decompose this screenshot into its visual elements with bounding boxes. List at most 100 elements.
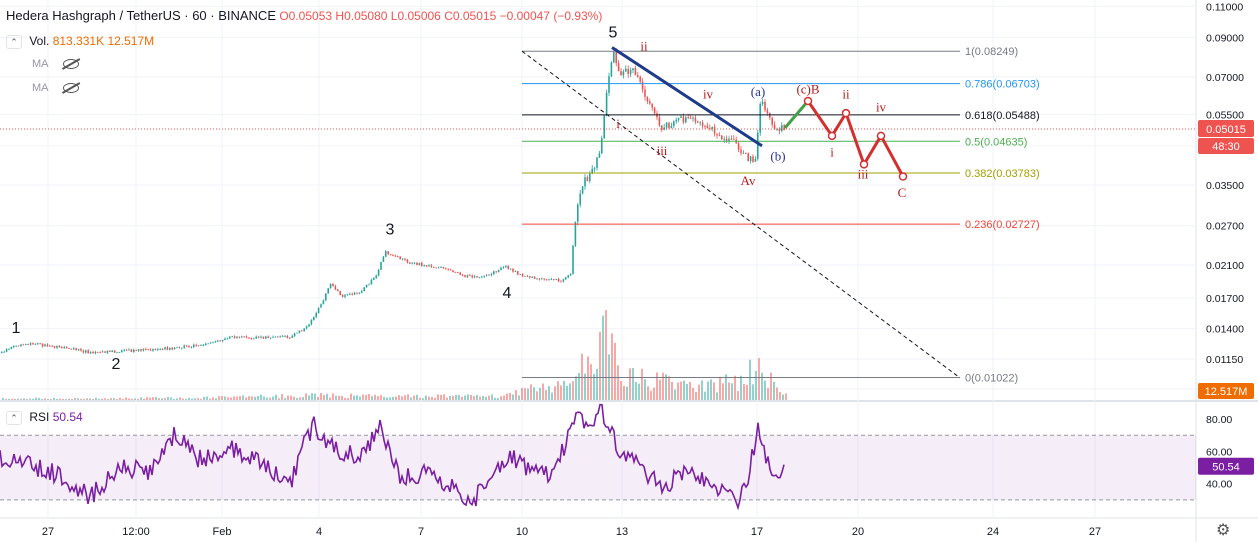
candle-body [190, 347, 193, 348]
volume-bar [50, 399, 52, 400]
candle-body [773, 124, 776, 130]
candle-body [188, 345, 190, 348]
candle-body [533, 276, 536, 279]
wave-label: (a) [751, 84, 765, 99]
candle-body [670, 126, 673, 129]
volume-bar [146, 397, 148, 400]
candle-body [437, 267, 440, 269]
candle-body [142, 348, 145, 351]
candle-body [589, 173, 591, 182]
volume-bar [20, 398, 22, 400]
candle-body [202, 345, 205, 346]
candle-body [754, 158, 757, 162]
symbol-title[interactable]: Hedera Hashgraph / TetherUS · 60 · BINAN… [6, 8, 276, 23]
candle-body [73, 348, 75, 350]
candle-body [725, 138, 728, 141]
volume-bar [776, 387, 778, 400]
candle-body [301, 330, 303, 332]
candle-body [471, 275, 473, 278]
candle-body [224, 338, 226, 340]
ma-legend-2[interactable]: MA [32, 82, 79, 94]
candle-body [464, 275, 466, 277]
time-tick-label: 17 [751, 526, 763, 538]
wave-label: i [616, 116, 620, 131]
volume-bar [785, 393, 787, 400]
volume-bar [392, 396, 394, 400]
volume-bar [167, 396, 169, 400]
volume-bar [83, 398, 85, 400]
rsi-label[interactable]: RSI [29, 410, 50, 424]
candle-body [205, 343, 207, 346]
volume-bar [569, 383, 571, 400]
rsi-band [0, 435, 1196, 500]
projection-red-path [806, 100, 905, 178]
candle-body [625, 68, 627, 72]
countdown-badge [1198, 137, 1254, 154]
candle-body [497, 269, 500, 273]
candle-body [351, 293, 353, 295]
candle-body [159, 349, 161, 350]
wave-label: 2 [112, 356, 121, 373]
volume-bar [632, 368, 634, 400]
volume-bar [455, 394, 457, 400]
candle-body [409, 262, 411, 264]
candle-body [68, 348, 70, 350]
volume-bar [476, 394, 478, 400]
candle-body [99, 351, 101, 353]
volume-label[interactable]: Vol. [29, 34, 50, 48]
candle-body [46, 344, 49, 346]
candle-body [116, 352, 118, 354]
candle-body [524, 275, 526, 277]
volume-ma-value: 12.517M [107, 34, 155, 48]
rsi-tick-label: 80.00 [1206, 414, 1232, 426]
time-tick-label: Feb [213, 526, 232, 538]
candle-body [418, 262, 421, 266]
volume-bar [452, 395, 454, 400]
volume-bar [317, 396, 319, 400]
collapse-chevron-icon[interactable]: ⌃ [6, 410, 22, 425]
candle-body [387, 251, 389, 255]
volume-bar [206, 396, 208, 400]
volume-bar [584, 373, 586, 400]
volume-bar [23, 398, 25, 400]
volume-bar [563, 381, 565, 400]
volume-bar [338, 395, 340, 400]
candle-body [747, 153, 749, 161]
volume-bar [617, 365, 619, 400]
volume-bar [485, 396, 487, 400]
candle-body [113, 350, 116, 353]
volume-bar [578, 373, 580, 400]
ma-legend-1[interactable]: MA [32, 58, 79, 70]
candle-body [267, 336, 269, 339]
gear-icon[interactable]: ⚙ [1216, 522, 1231, 539]
candle-body [104, 351, 106, 353]
candle-body [325, 293, 327, 301]
candle-body [629, 70, 632, 74]
candle-body [591, 168, 593, 174]
volume-bar [503, 395, 505, 400]
candle-body [428, 265, 430, 267]
wave-label: iii [858, 167, 869, 182]
eye-hidden-icon[interactable] [62, 59, 79, 70]
candle-body [495, 271, 497, 273]
candle-body [171, 347, 173, 350]
candle-body [416, 262, 418, 266]
candle-body [111, 350, 113, 352]
candle-body [473, 276, 476, 278]
volume-bar [68, 398, 70, 400]
eye-hidden-icon[interactable] [62, 83, 79, 94]
candle-body [653, 107, 656, 114]
volume-legend: ⌃ Vol. 813.331K 12.517M [6, 34, 154, 49]
volume-bar [137, 398, 139, 400]
candle-body [193, 344, 195, 348]
candle-body [82, 350, 85, 353]
volume-bar [446, 397, 448, 400]
volume-bar [461, 396, 463, 400]
collapse-chevron-icon[interactable]: ⌃ [6, 34, 22, 49]
candle-body [70, 348, 73, 350]
fib-level-label: 0.5(0.04635) [965, 136, 1027, 148]
time-tick-label: 27 [1089, 526, 1101, 538]
volume-bar [779, 392, 781, 400]
candle-body [349, 293, 351, 295]
